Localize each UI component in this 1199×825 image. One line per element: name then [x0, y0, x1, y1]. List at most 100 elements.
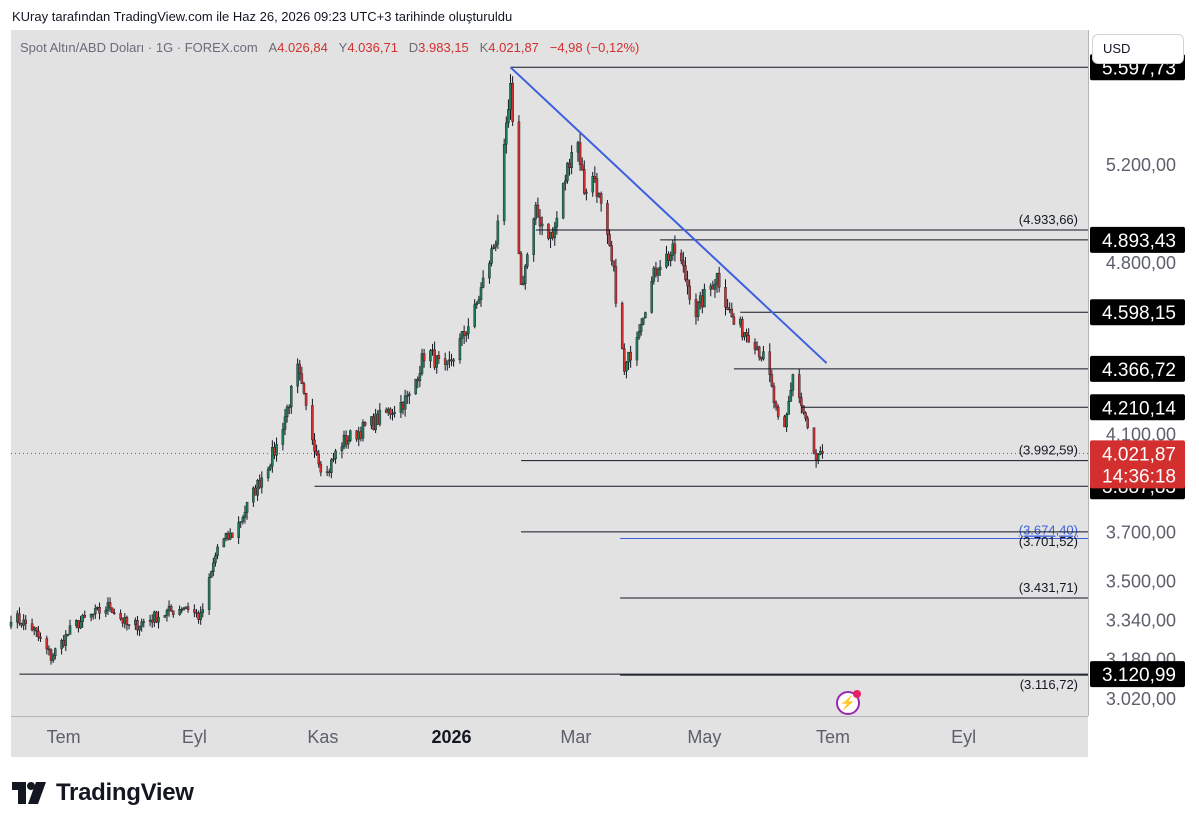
- candle-body: [477, 299, 481, 304]
- candle-body: [140, 621, 143, 627]
- candle-body: [24, 619, 28, 624]
- candle-body: [429, 350, 432, 362]
- close-value: 4.021,87: [488, 40, 539, 55]
- time-axis[interactable]: [11, 716, 1088, 757]
- candle-body: [597, 193, 601, 197]
- candle-body: [804, 412, 807, 419]
- notification-dot: [853, 690, 861, 698]
- brand-name: TradingView: [56, 779, 194, 806]
- candle-body: [585, 191, 588, 194]
- candle-body: [157, 617, 160, 623]
- candle-body: [637, 331, 641, 338]
- candle-body: [787, 401, 790, 415]
- candle-body: [568, 162, 571, 168]
- y-tick-label: 5.200,00: [1106, 155, 1176, 175]
- candle-body: [551, 231, 554, 239]
- price-badge-label: 4.210,14: [1102, 398, 1176, 419]
- tradingview-logo-icon: [12, 782, 46, 804]
- candle-body: [268, 465, 272, 470]
- candle-body: [462, 331, 466, 336]
- candle-body: [492, 246, 495, 249]
- currency-button[interactable]: USD: [1092, 34, 1184, 64]
- candle-body: [502, 144, 506, 222]
- current-price-badge: [1090, 440, 1185, 489]
- candle-body: [237, 522, 240, 538]
- candle-body: [363, 422, 367, 426]
- candle-body: [319, 463, 323, 473]
- price-badge: [1090, 661, 1185, 688]
- candle-body: [98, 607, 101, 614]
- candle-body: [60, 640, 63, 649]
- candle-body: [271, 447, 274, 467]
- candle-body: [789, 390, 793, 402]
- candle-body: [39, 636, 42, 639]
- candle-body: [184, 606, 188, 609]
- candle-body: [20, 623, 23, 626]
- candle-body: [505, 122, 508, 145]
- candle-body: [207, 577, 211, 610]
- tradingview-brand[interactable]: TradingView: [12, 779, 194, 807]
- ohlc-legend: Spot Altın/ABD Doları · 1G · FOREX.com A…: [20, 40, 639, 55]
- candle-body: [349, 430, 352, 441]
- candle-body: [222, 538, 226, 548]
- candle-body: [258, 480, 261, 488]
- chart-pane[interactable]: [11, 30, 1088, 716]
- candle-body: [79, 621, 82, 629]
- candle-body: [163, 615, 167, 618]
- candle-body: [591, 176, 594, 193]
- candle-body: [49, 649, 53, 661]
- lightning-bolt-icon[interactable]: ⚡: [836, 691, 860, 715]
- candle-body: [167, 605, 171, 611]
- candle-body: [812, 427, 816, 454]
- candle-body: [281, 429, 285, 445]
- candle-body: [18, 613, 21, 624]
- candle-body: [393, 412, 396, 414]
- candle-body: [138, 626, 141, 631]
- candle-body: [526, 254, 529, 267]
- candle-body: [821, 451, 824, 454]
- candle-body: [359, 431, 363, 439]
- change-value: −4,98 (−0,12%): [549, 40, 640, 55]
- candle-body: [197, 612, 200, 620]
- candle-body: [199, 612, 202, 620]
- symbol-title[interactable]: Spot Altın/ABD Doları · 1G · FOREX.com: [20, 40, 258, 55]
- candle-body: [654, 267, 658, 276]
- candle-body: [300, 373, 304, 384]
- candle-body: [475, 303, 479, 305]
- high-label: Y: [338, 40, 348, 55]
- candle-body: [452, 359, 455, 362]
- candle-body: [446, 360, 449, 365]
- candle-body: [376, 413, 379, 425]
- price-badge-label: 4.598,15: [1102, 303, 1176, 324]
- candle-body: [150, 619, 154, 623]
- candle-body: [51, 655, 55, 661]
- candle-body: [334, 450, 337, 460]
- candle-body: [228, 532, 232, 540]
- candle-body: [743, 332, 746, 338]
- candle-body: [370, 416, 373, 426]
- candle-body: [627, 351, 630, 363]
- candle-body: [679, 253, 683, 262]
- candle-body: [186, 606, 190, 610]
- candle-body: [614, 266, 618, 304]
- candle-body: [403, 395, 407, 410]
- candle-body: [644, 312, 647, 319]
- candle-body: [68, 625, 72, 635]
- candle-body: [534, 204, 538, 220]
- price-badge: [1090, 394, 1185, 421]
- candle-body: [296, 363, 299, 387]
- candle-body: [123, 616, 127, 624]
- candle-body: [266, 468, 270, 479]
- candle-body: [81, 614, 84, 622]
- candle-body: [302, 383, 306, 394]
- candle-body: [330, 459, 333, 473]
- candle-body: [408, 393, 411, 396]
- candle-body: [798, 374, 801, 398]
- x-tick-label: Eyl: [951, 727, 976, 747]
- candle-body: [273, 447, 276, 456]
- candle-body: [629, 351, 632, 361]
- candle-body: [342, 434, 346, 448]
- candle-body: [570, 151, 573, 168]
- y-tick-label: 3.340,00: [1106, 610, 1176, 630]
